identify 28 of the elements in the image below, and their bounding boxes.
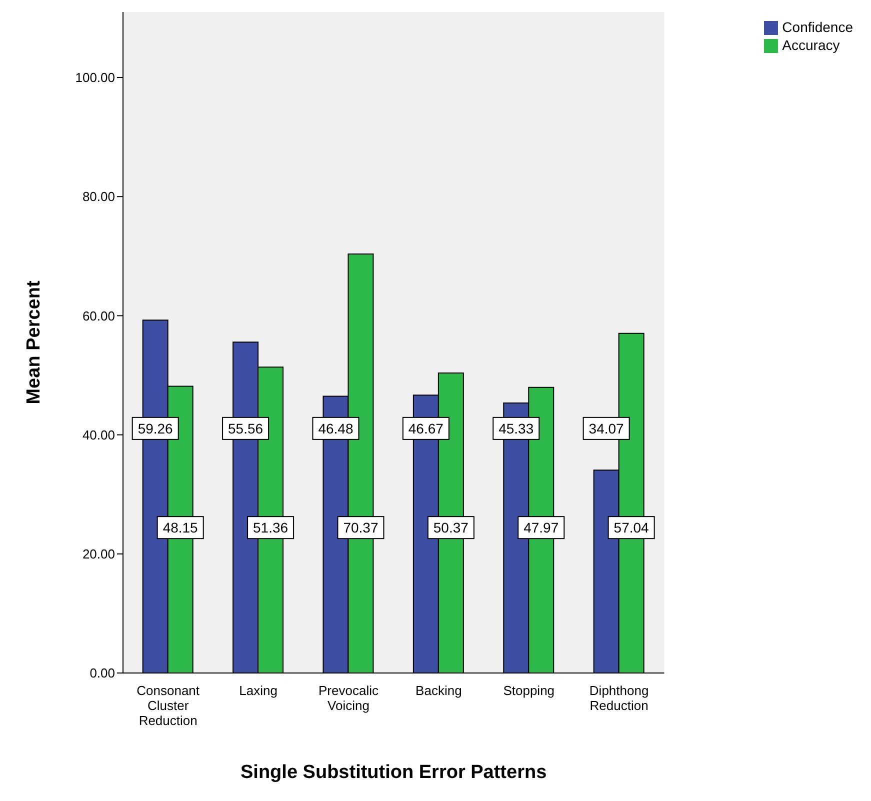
legend-label: Accuracy <box>782 37 840 53</box>
data-label: 51.36 <box>253 520 288 536</box>
y-axis-title: Mean Percent <box>24 280 45 404</box>
data-label: 57.04 <box>614 520 650 536</box>
data-label: 55.56 <box>228 420 264 436</box>
legend-label: Confidence <box>782 19 853 35</box>
y-tick-label: 0.00 <box>90 666 115 681</box>
y-tick-label: 40.00 <box>82 427 115 442</box>
y-tick-label: 20.00 <box>82 546 115 562</box>
x-tick-label: Consonant Cluster Reduction <box>136 683 200 728</box>
x-tick-label: Laxing <box>239 683 278 698</box>
data-label: 50.37 <box>433 520 469 536</box>
y-tick-label: 60.00 <box>82 308 115 324</box>
y-tick-label: 80.00 <box>82 189 115 204</box>
x-axis-title: Single Substitution Error Patterns <box>240 762 547 783</box>
data-label: 46.48 <box>318 420 354 436</box>
x-tick-label: Diphthong Reduction <box>589 683 649 713</box>
data-label: 46.67 <box>408 420 444 436</box>
x-tick-label: Stopping <box>503 683 555 698</box>
data-label: 48.15 <box>162 520 198 536</box>
x-tick-label: Prevocalic Voicing <box>318 683 379 713</box>
data-label: 45.33 <box>498 420 534 436</box>
data-label: 59.26 <box>138 420 174 436</box>
data-label: 70.37 <box>343 520 378 536</box>
data-label: 34.07 <box>588 420 624 436</box>
y-tick-label: 100.00 <box>75 70 115 86</box>
x-tick-label: Backing <box>416 683 462 698</box>
data-label: 47.97 <box>524 520 559 536</box>
